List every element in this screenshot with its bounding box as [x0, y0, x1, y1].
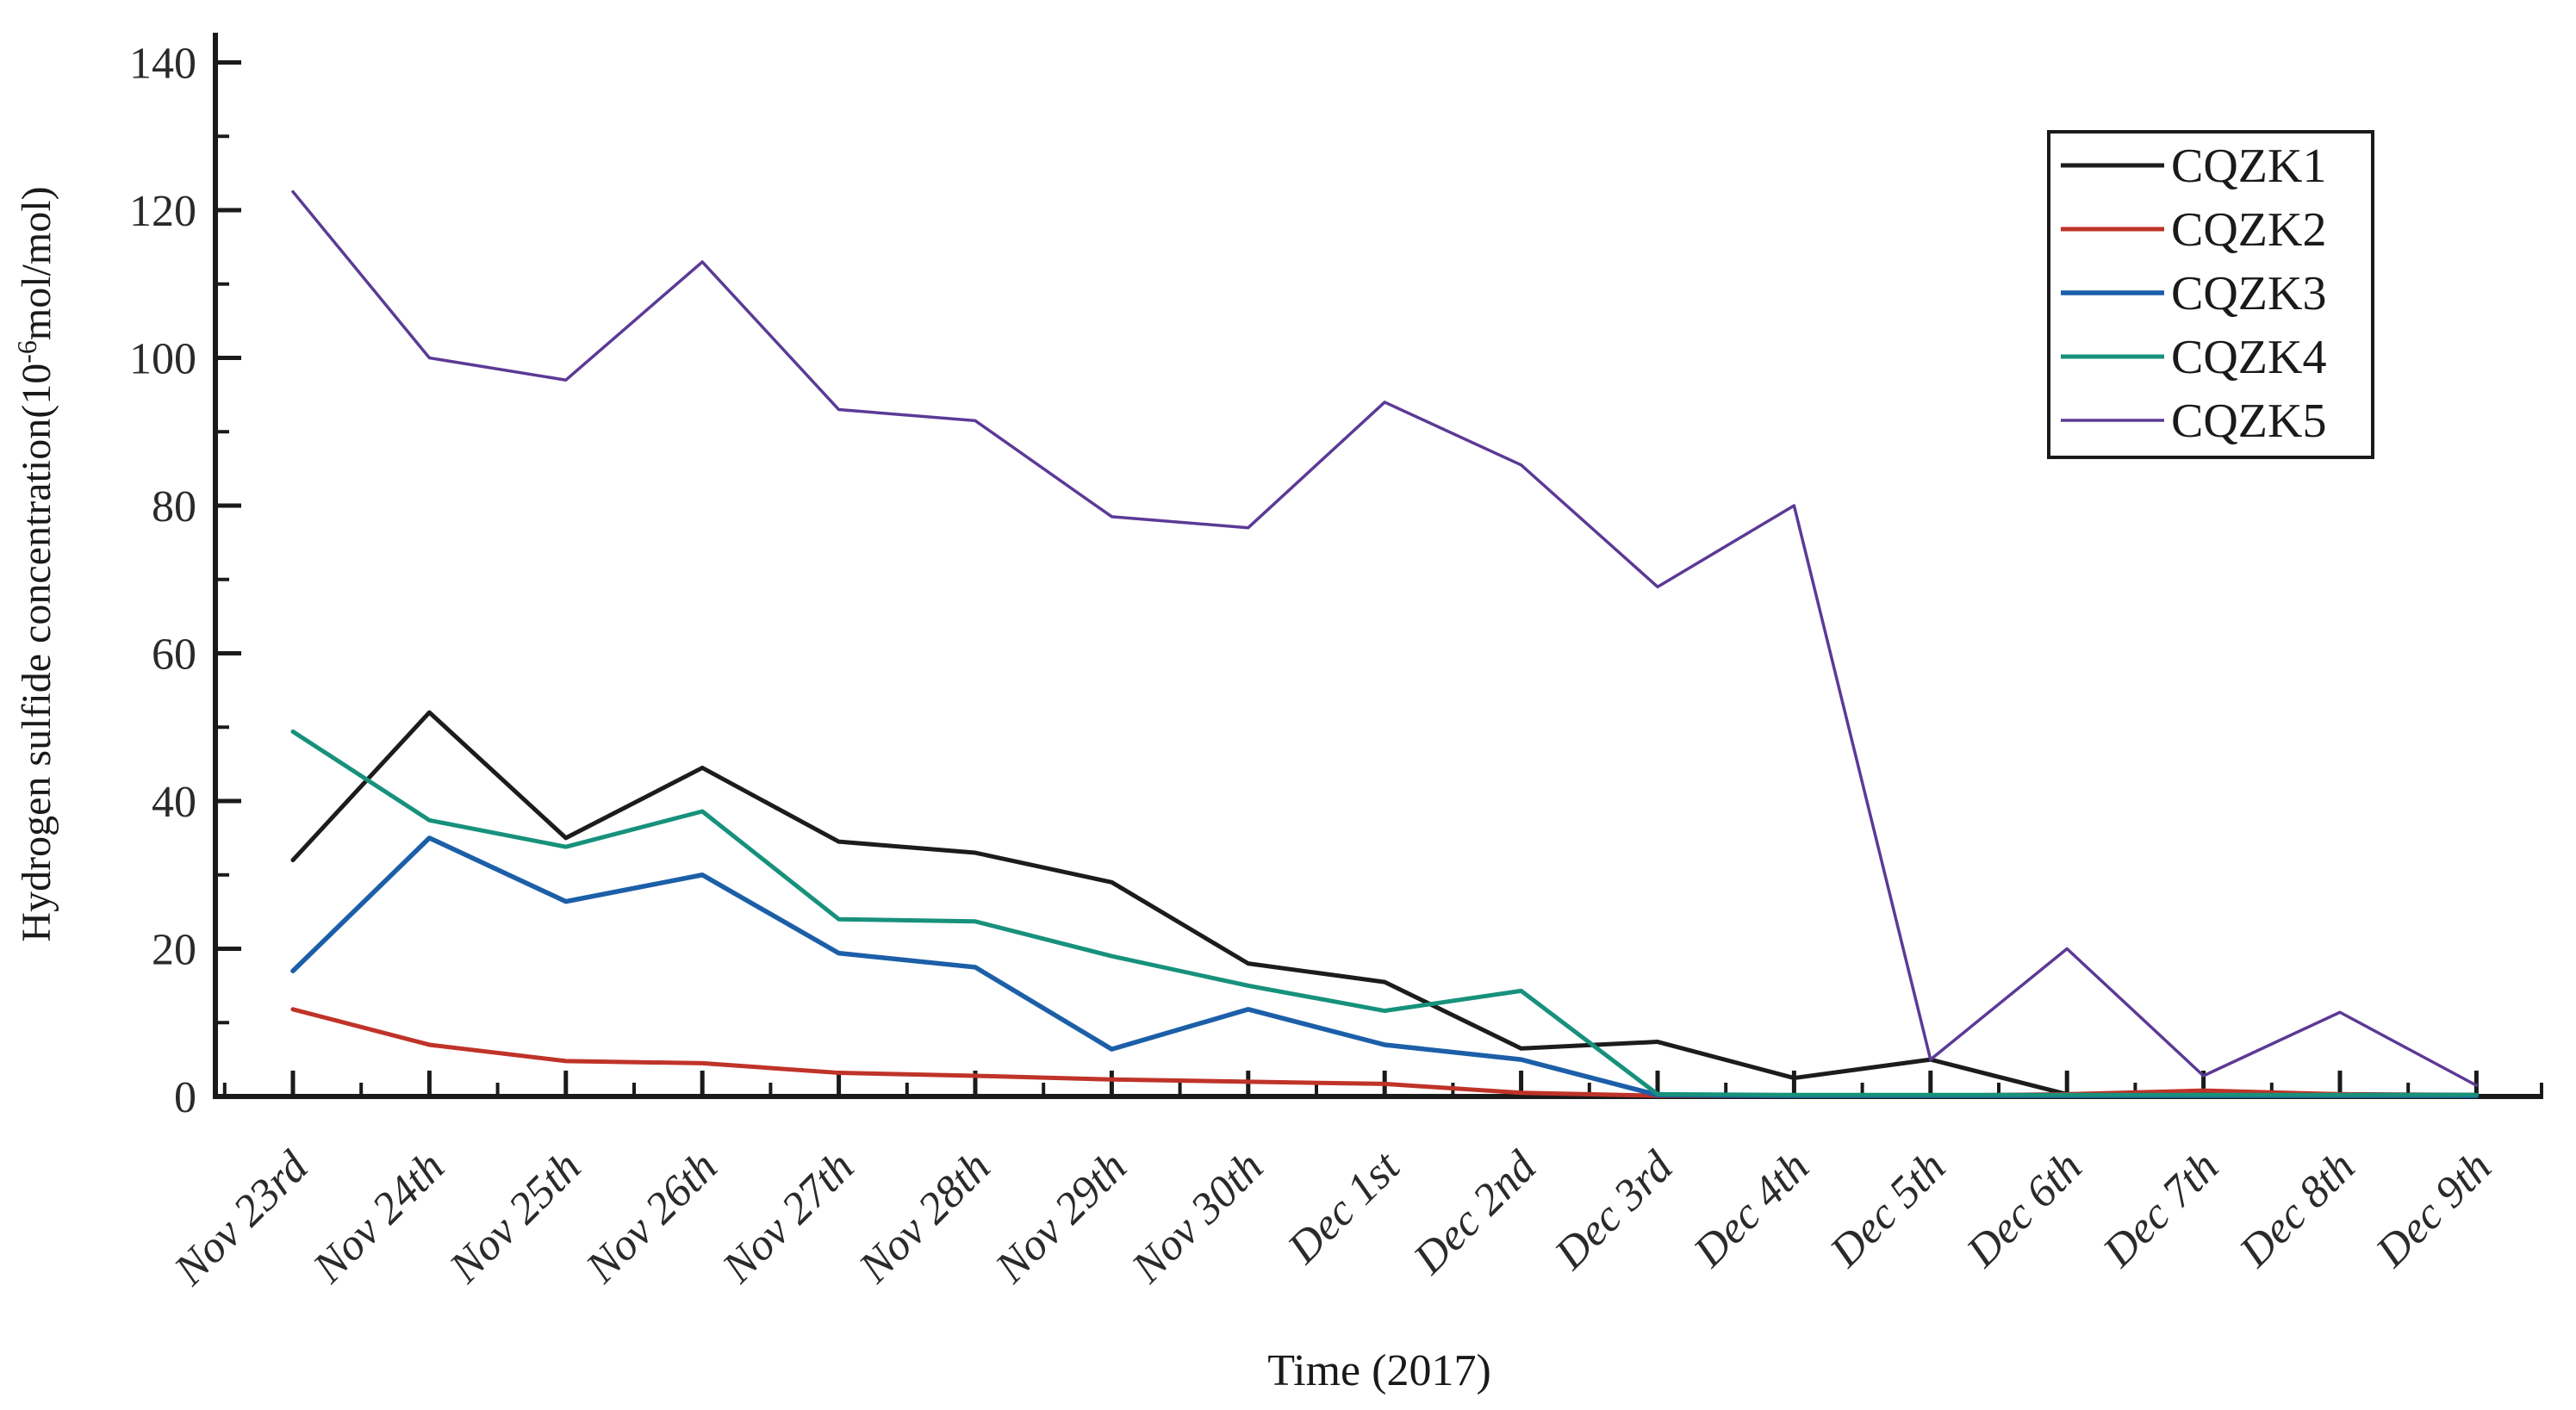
legend-label: CQZK5: [2171, 394, 2326, 448]
y-tick-label: 100: [129, 335, 196, 384]
legend-label: CQZK4: [2171, 331, 2326, 384]
y-tick-label: 0: [174, 1073, 196, 1122]
y-tick-label: 120: [129, 187, 196, 236]
x-axis-title: Time (2017): [1267, 1346, 1491, 1395]
legend-entry: CQZK4: [2061, 331, 2326, 384]
series-line-CQZK4: [290, 729, 2479, 1097]
y-tick-label: 20: [152, 926, 196, 975]
legend-entry: CQZK5: [2061, 394, 2326, 448]
legend-entry: CQZK3: [2061, 267, 2326, 320]
series-line-CQZK5: [291, 189, 2479, 1087]
legend-entry: CQZK2: [2061, 203, 2326, 257]
y-tick-label: 60: [152, 630, 196, 680]
y-tick-label: 80: [152, 482, 196, 531]
legend-label: CQZK3: [2171, 267, 2326, 320]
y-tick-label: 140: [129, 40, 196, 89]
legend-label: CQZK1: [2171, 140, 2326, 193]
legend-entry: CQZK1: [2061, 140, 2326, 193]
y-axis-title: Hydrogen sulfide concentration(10-6mol/m…: [11, 186, 59, 941]
legend-label: CQZK2: [2171, 203, 2326, 257]
y-tick-label: 40: [152, 778, 196, 827]
